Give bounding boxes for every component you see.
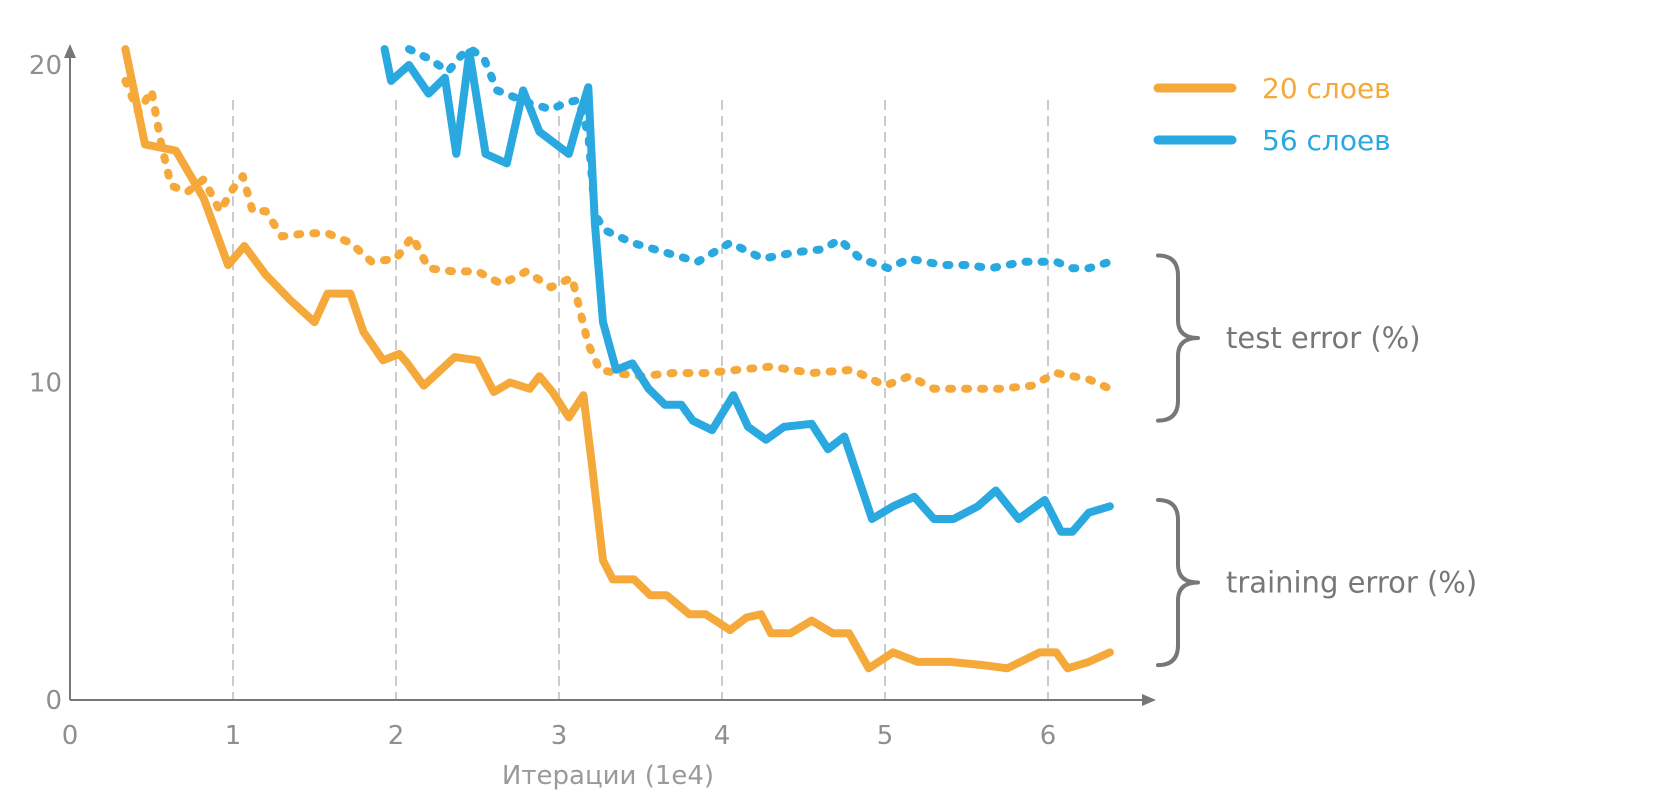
y-tick-label: 0 <box>45 686 62 716</box>
x-tick-label: 6 <box>1040 721 1057 751</box>
series <box>121 45 1114 673</box>
axes <box>64 44 1156 706</box>
x-tick-label: 4 <box>714 721 731 751</box>
x-axis-arrow-icon <box>1142 694 1156 706</box>
legend: 20 слоев 56 слоев <box>1153 72 1391 157</box>
gridlines <box>232 100 1049 700</box>
curly-bracket-icon <box>1156 497 1200 668</box>
training-error-line <box>380 45 1114 536</box>
x-tick-label: 1 <box>225 721 242 751</box>
test-error-line <box>405 45 1114 273</box>
legend-label: 56 слоев <box>1262 124 1391 157</box>
legend-label: 20 слоев <box>1262 72 1391 105</box>
bracket-label: training error (%) <box>1226 566 1477 600</box>
x-axis-title: Итерации (1e4) <box>502 761 714 791</box>
x-tick-label: 0 <box>62 721 79 751</box>
test-error-line <box>121 76 1114 393</box>
y-tick-label: 20 <box>29 51 62 81</box>
x-tick-label: 2 <box>388 721 405 751</box>
training-error-line <box>121 45 1114 673</box>
annotations: test error (%) training error (%) <box>1156 253 1477 668</box>
x-tick-label: 5 <box>877 721 894 751</box>
tick-labels: 0 1 2 3 4 5 6 0 10 20 <box>29 51 1056 751</box>
x-tick-label: 3 <box>551 721 568 751</box>
curly-bracket-icon <box>1156 253 1200 423</box>
y-tick-label: 10 <box>29 369 62 399</box>
y-axis-arrow-icon <box>64 44 76 58</box>
bracket-label: test error (%) <box>1226 321 1421 355</box>
